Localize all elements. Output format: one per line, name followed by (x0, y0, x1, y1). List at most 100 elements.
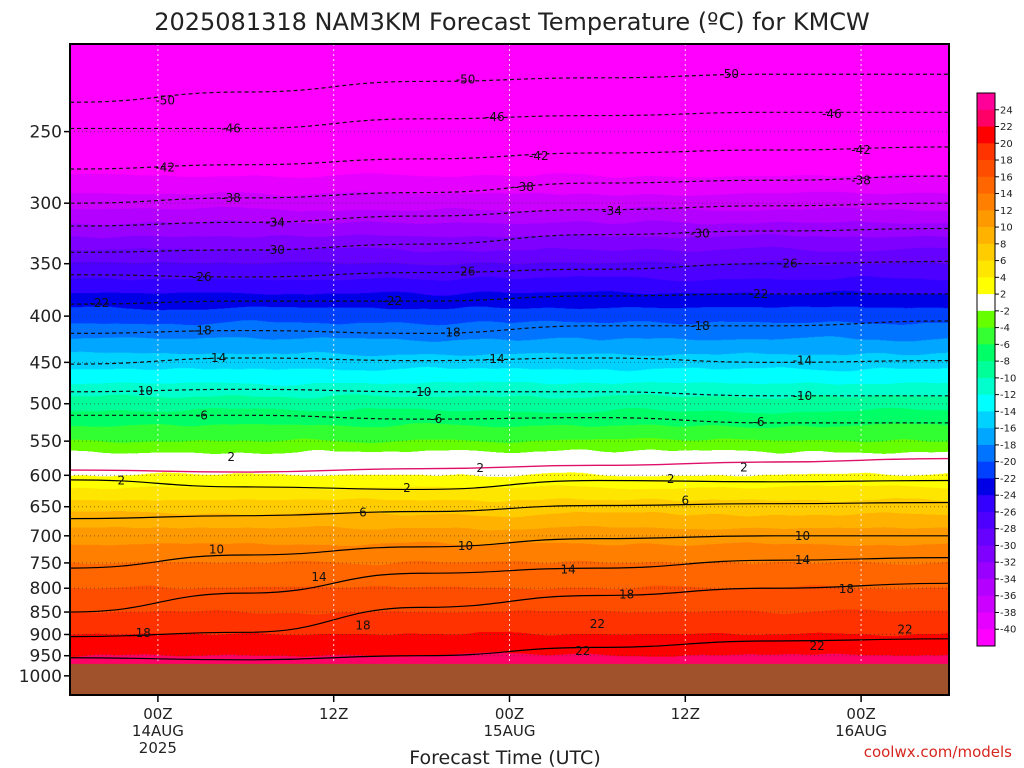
temperature-band (70, 425, 949, 442)
colorbar-label: -34 (1000, 574, 1016, 585)
contour-label: 22 (897, 623, 912, 637)
colorbar-label: -8 (1000, 357, 1010, 368)
contour-label: -30 (265, 243, 285, 257)
colorbar-label: -30 (1000, 541, 1016, 552)
colorbar-cell (977, 612, 995, 630)
contour-line (70, 557, 949, 613)
temperature-band (70, 452, 949, 476)
colorbar-cell (977, 176, 995, 194)
colorbar-label: -16 (1000, 424, 1016, 435)
contour-label: -18 (690, 319, 710, 333)
contour-label: 6 (359, 506, 367, 520)
credit-text: coolwx.com/models (864, 743, 1012, 761)
contour-line (70, 111, 949, 130)
colorbar-label: 10 (1000, 223, 1013, 234)
colorbar-cell (977, 478, 995, 496)
x-tick-label: 16AUG (835, 722, 887, 740)
colorbar-cell (977, 578, 995, 597)
contour-line (70, 388, 949, 397)
colorbar-label: 16 (1000, 172, 1013, 183)
y-tick-label: 400 (30, 307, 62, 327)
y-tick-label: 600 (30, 466, 62, 486)
contour-label: -6 (430, 412, 442, 426)
colorbar-label: -38 (1000, 608, 1016, 619)
contour-label: -38 (514, 180, 534, 194)
colorbar-label: -32 (1000, 558, 1016, 569)
x-tick-label: 14AUG (132, 722, 184, 740)
contour-label: -10 (793, 389, 813, 403)
contour-line (70, 146, 949, 170)
contour-label: -10 (412, 385, 432, 399)
temperature-band (70, 263, 949, 280)
contour-line (70, 457, 949, 473)
temperature-band (70, 323, 949, 340)
colorbar-cell (977, 143, 995, 161)
colorbar-cell (977, 528, 995, 546)
colorbar-cell (977, 545, 995, 563)
temperature-band (70, 474, 949, 489)
y-tick-label: 550 (30, 432, 62, 452)
contour-label: -42 (529, 149, 549, 163)
colorbar-cell (977, 629, 995, 647)
contour-label: -6 (196, 408, 208, 422)
contour-label: 22 (810, 639, 825, 653)
contour-label: -22 (89, 296, 109, 310)
colorbar-cell (977, 327, 995, 345)
contour-label: 10 (209, 543, 224, 557)
colorbar-label: 18 (1000, 156, 1013, 167)
contour-label: -14 (485, 352, 505, 366)
contour-label: 14 (560, 563, 575, 577)
contour-label: -46 (822, 107, 842, 121)
contour-label: 18 (355, 619, 370, 633)
contour-labels: -50 -50 -50 -46 -46 -46 -42 -42 -42 -38 -38 -38 -34 -… (89, 67, 912, 658)
colorbar-cell (977, 394, 995, 412)
x-tick-label: 15AUG (484, 722, 536, 740)
contour-line (70, 357, 949, 365)
contour-label: -38 (221, 191, 241, 205)
y-tick-label: 250 (30, 123, 62, 143)
x-tick-label: 2025 (139, 739, 177, 757)
temperature-band (70, 249, 949, 265)
contour-label: -22 (382, 294, 402, 308)
contour-label: -34 (602, 204, 622, 218)
pressure-axis: 2503003504004505005506006507007508008509… (19, 123, 70, 687)
colorbar-cell (977, 310, 995, 329)
temperature-band (70, 278, 949, 295)
x-tick-label: 00Z (846, 705, 875, 723)
contour-line (70, 582, 949, 638)
contour-label: -34 (265, 215, 285, 229)
y-tick-label: 950 (30, 647, 62, 667)
colorbar-cell (977, 428, 995, 446)
colorbar-frame (976, 92, 996, 647)
contour-label: -50 (155, 94, 175, 108)
colorbar-cell (977, 377, 995, 396)
contour-label: -6 (753, 415, 765, 429)
temperature-band (70, 368, 949, 384)
temperature-band (70, 544, 949, 564)
colorbar-cell (977, 411, 995, 429)
contour-label: 10 (795, 529, 810, 543)
colorbar-label: -14 (1000, 407, 1016, 418)
contour-line (70, 501, 949, 520)
contour-label: -26 (456, 264, 476, 278)
contour-line (70, 320, 949, 335)
contour-label: 2 (740, 460, 748, 474)
contour-line (70, 535, 949, 569)
colorbar-label: -4 (1000, 323, 1010, 334)
colorbar-label: 6 (1000, 256, 1006, 267)
colorbar-cell (977, 277, 995, 295)
contour-label: -50 (456, 73, 476, 87)
colorbar-label: -18 (1000, 440, 1016, 451)
contour-label: -22 (749, 287, 769, 301)
contour-label: 2 (476, 461, 484, 475)
contour-label: 2 (227, 450, 235, 464)
y-tick-label: 900 (30, 625, 62, 645)
colorbar-label: 2 (1000, 290, 1006, 301)
chart-title: 2025081318 NAM3KM Forecast Temperature (… (154, 8, 870, 36)
contour-line (70, 227, 949, 253)
contour-label: -38 (851, 173, 871, 187)
colorbar-label: -28 (1000, 524, 1016, 535)
x-tick-label: 00Z (143, 705, 172, 723)
colorbar-label: 4 (1000, 273, 1006, 284)
y-tick-label: 450 (30, 353, 62, 373)
